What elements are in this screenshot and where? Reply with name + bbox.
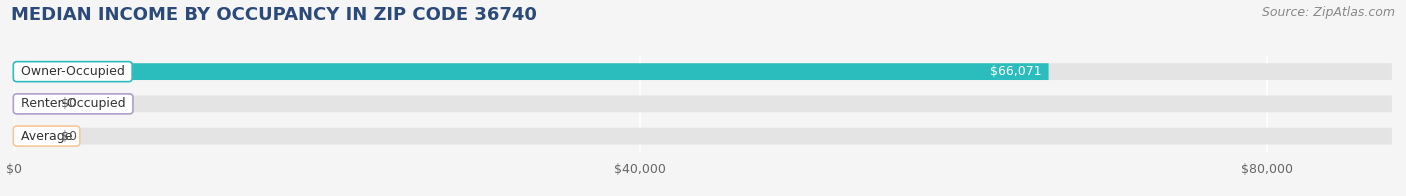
Text: $66,071: $66,071 [990,65,1042,78]
Text: MEDIAN INCOME BY OCCUPANCY IN ZIP CODE 36740: MEDIAN INCOME BY OCCUPANCY IN ZIP CODE 3… [11,6,537,24]
Text: Source: ZipAtlas.com: Source: ZipAtlas.com [1261,6,1395,19]
Text: $0: $0 [60,130,77,143]
Text: Owner-Occupied: Owner-Occupied [17,65,129,78]
FancyBboxPatch shape [14,63,1049,80]
FancyBboxPatch shape [14,95,45,112]
FancyBboxPatch shape [14,128,45,144]
FancyBboxPatch shape [14,128,1392,144]
Text: $0: $0 [60,97,77,110]
FancyBboxPatch shape [14,63,1392,80]
FancyBboxPatch shape [14,95,1392,112]
Text: Average: Average [17,130,76,143]
Text: Renter-Occupied: Renter-Occupied [17,97,129,110]
